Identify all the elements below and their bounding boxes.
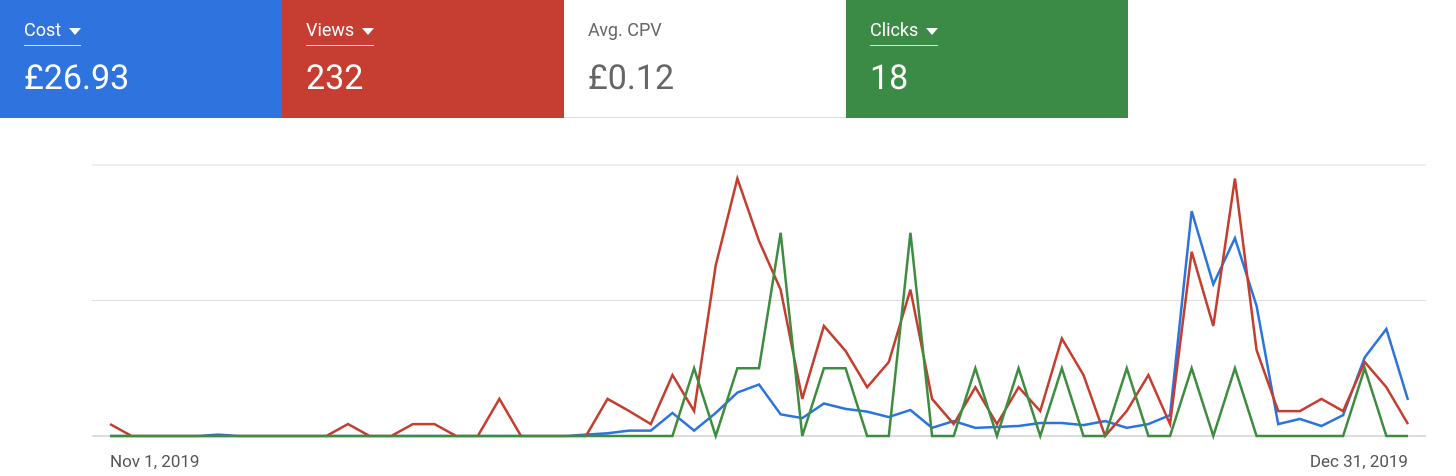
card-value: 232 (306, 58, 364, 98)
dropdown-arrow (926, 27, 939, 35)
metric-card[interactable]: Avg. CPV £0.12 (564, 0, 846, 118)
card-value: 18 (870, 58, 909, 98)
card-label-text: Cost (24, 20, 62, 41)
metric-card[interactable]: Cost £26.93 (0, 0, 282, 118)
card-label-text: Clicks (870, 20, 919, 41)
x-tick-label: Dec 31, 2019 (1310, 452, 1408, 472)
card-label-text: Avg. CPV (588, 20, 662, 41)
card-value: £0.12 (588, 58, 675, 98)
dropdown-arrow (69, 27, 82, 35)
card-value: £26.93 (24, 58, 130, 98)
series-line (110, 210, 1410, 438)
metric-card[interactable]: Views 232 (282, 0, 564, 118)
card-label: Avg. CPV (588, 20, 662, 46)
card-label[interactable]: Cost (24, 20, 82, 46)
card-label-text: Views (306, 20, 355, 41)
series-line (110, 232, 1408, 441)
dropdown-arrow (362, 27, 375, 35)
metric-card[interactable]: Clicks 18 (846, 0, 1128, 118)
x-tick-label: Nov 1, 2019 (110, 452, 199, 472)
series-line (109, 174, 1410, 439)
card-label[interactable]: Views (306, 20, 375, 46)
card-label[interactable]: Clicks (870, 20, 939, 46)
